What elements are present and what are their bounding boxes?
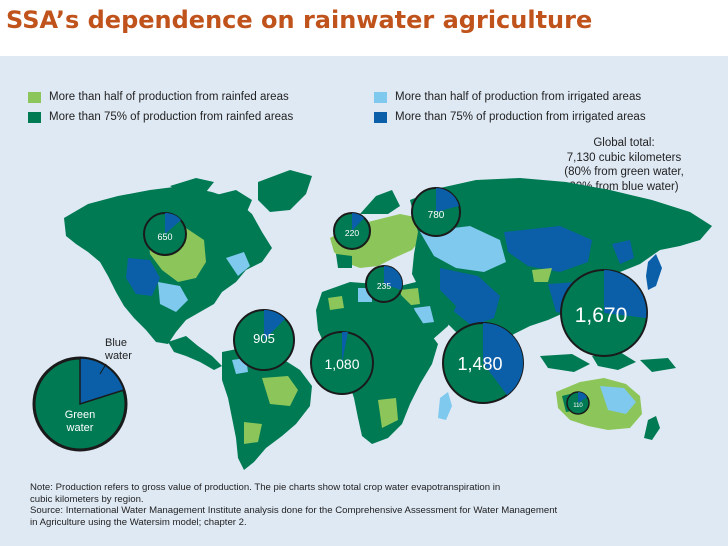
legend-swatch-irrigated-75 [374,111,387,123]
pie-south-asia: 1,480 [442,322,524,404]
legend-item-irrigated-75: More than 75% of production from irrigat… [374,111,646,123]
legend-item-rainfed-half: More than half of production from rainfe… [28,91,289,103]
key-pie-blue-slice [79,357,125,406]
greenland-landmass [258,170,312,212]
central-america-landmass [168,336,222,370]
note-line-1: Note: Production refers to gross value o… [30,482,501,493]
pie-label-north-america: 650 [157,232,172,242]
slide-title: SSA’s dependence on rainwater agricultur… [6,6,593,34]
japan-landmass [646,254,662,290]
pie-north-america: 650 [143,212,187,256]
key-pie-blue-label: Blue water [105,337,132,363]
key-pie-blue-label-line2: water [105,350,132,362]
key-pie-blue-label-line1: Blue [105,337,128,349]
legend-label: More than 75% of production from rainfed… [49,111,294,123]
pie-latin-america: 905 [233,309,295,371]
pie-label-south-asia: 1,480 [457,354,502,374]
key-pie-green-label-line2: water [66,422,94,434]
pie-label-russia-central-asia: 780 [428,210,445,221]
global-total-value: 7,130 cubic kilometers [566,151,682,164]
pie-sub-saharan-africa: 1,080 [310,331,374,395]
africa-landmass [316,282,438,444]
legend-label: More than half of production from rainfe… [49,91,289,103]
legend-swatch-rainfed-half [28,91,41,103]
figure-notes: Note: Production refers to gross value o… [30,482,710,528]
pie-label-western-europe: 220 [345,228,359,238]
north-america-landmass [64,178,272,344]
pie-east-asia: 1,670 [560,269,648,357]
south-america-landmass [222,346,312,470]
key-pie-green-label-line1: Green [65,409,96,421]
legend-swatch-irrigated-half [374,91,387,103]
pie-label-oceania: 110 [573,403,583,409]
legend-item-irrigated-half: More than half of production from irriga… [374,91,641,103]
pie-label-sub-saharan-africa: 1,080 [324,356,359,372]
source-line-2: in Agriculture using the Watersim model;… [30,516,247,528]
pie-western-europe: 220 [333,212,371,250]
global-total-heading: Global total: [593,137,655,149]
note-line-2: cubic kilometers by region. [30,493,144,505]
pie-label-middle-east-north-africa: 235 [377,281,391,291]
legend-label: More than half of production from irriga… [395,91,642,103]
legend-label: More than 75% of production from irrigat… [395,111,646,123]
pie-middle-east-north-africa: 235 [365,265,403,303]
legend-item-rainfed-75: More than 75% of production from rainfed… [28,111,293,123]
legend-swatch-rainfed-75 [28,111,41,123]
pie-label-latin-america: 905 [253,331,275,346]
asia-landmass [410,178,712,352]
pie-russia-central-asia: 780 [411,187,461,237]
madagascar-landmass [438,392,452,420]
source-line-1: Source: International Water Management I… [30,505,558,517]
new-zealand-landmass [644,416,660,440]
pie-label-east-asia: 1,670 [575,304,628,327]
global-total-green-share: (80% from green water, [564,166,684,178]
key-pie-chart: Green water [32,356,128,452]
pie-oceania: 110 [566,391,590,415]
